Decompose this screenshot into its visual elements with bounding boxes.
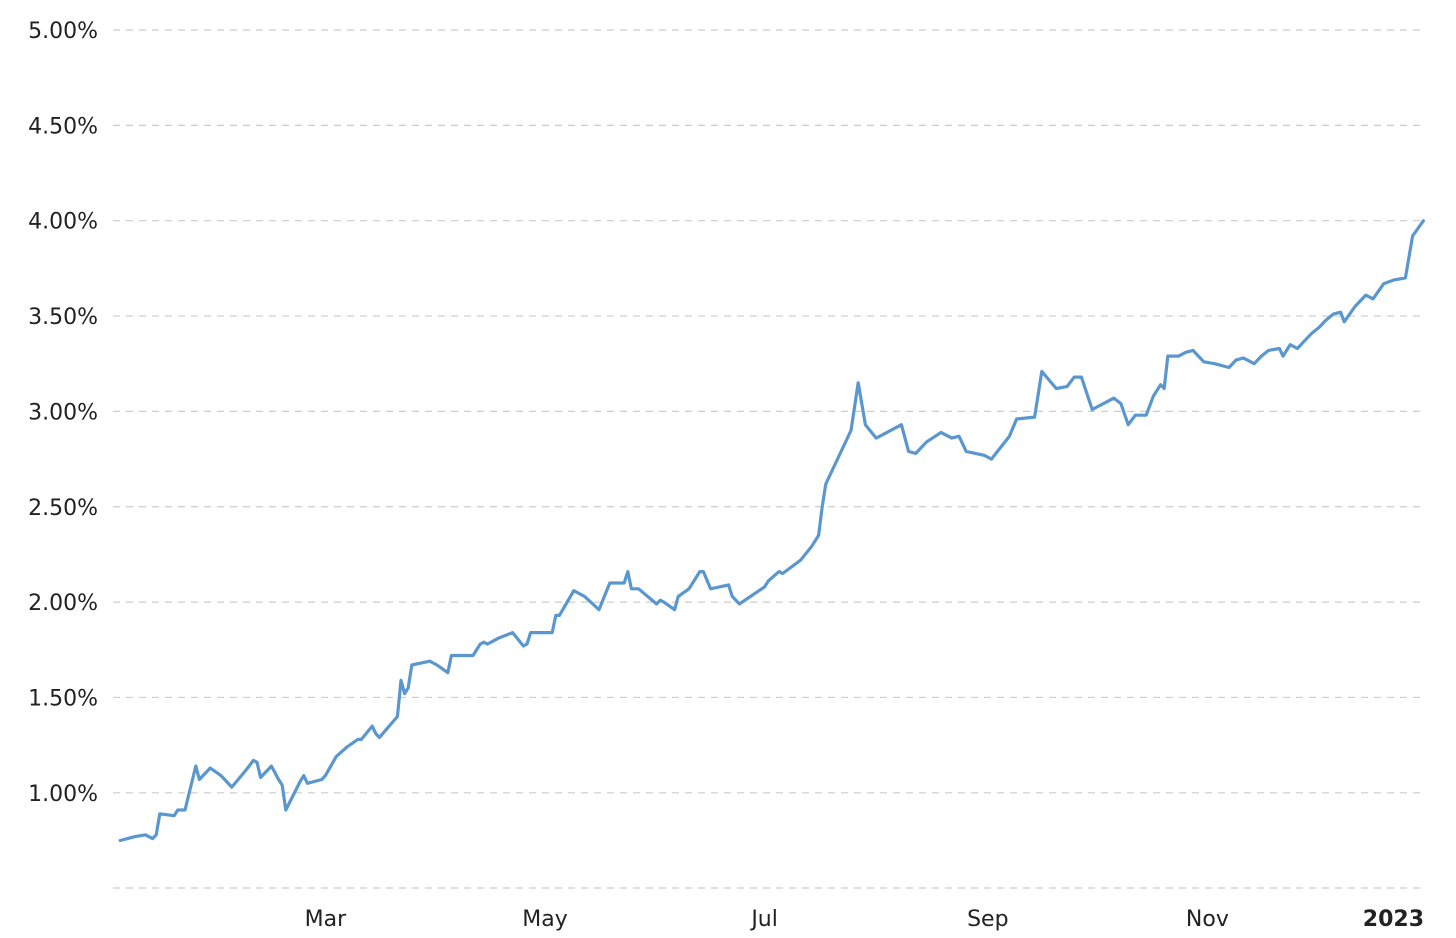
- x-tick-label: Nov: [1186, 907, 1229, 932]
- x-tick-label: 2023: [1363, 907, 1424, 932]
- series-line: [118, 219, 1426, 843]
- y-tick-label: 2.00%: [28, 591, 98, 616]
- x-tick-label: Jul: [749, 907, 778, 932]
- y-tick-label: 4.00%: [28, 210, 98, 235]
- y-tick-label: 2.50%: [28, 496, 98, 521]
- x-axis-ticks: Mar May Jul Sep Nov 2023: [305, 907, 1424, 932]
- y-tick-label: 3.00%: [28, 400, 98, 425]
- y-tick-label: 4.50%: [28, 114, 98, 139]
- y-tick-label: 1.00%: [28, 782, 98, 807]
- y-axis-ticks: 1.00% 1.50% 2.00% 2.50% 3.00% 3.50% 4.00% 4.50%…: [28, 19, 98, 807]
- y-tick-label: 5.00%: [28, 19, 98, 44]
- gridlines: [113, 29, 1426, 889]
- x-tick-label: Sep: [967, 907, 1008, 932]
- series-layer: [118, 219, 1426, 843]
- x-tick-label: Mar: [305, 907, 347, 932]
- y-tick-label: 1.50%: [28, 686, 98, 711]
- x-tick-label: May: [522, 907, 567, 932]
- y-tick-label: 3.50%: [28, 305, 98, 330]
